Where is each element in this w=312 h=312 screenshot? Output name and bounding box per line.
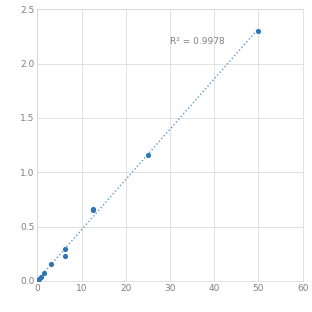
Point xyxy=(90,206,95,211)
Point xyxy=(63,254,68,259)
Point xyxy=(35,278,40,283)
Point xyxy=(63,247,68,252)
Point xyxy=(42,271,47,275)
Point xyxy=(145,152,150,157)
Text: R² = 0.9978: R² = 0.9978 xyxy=(170,37,225,46)
Point xyxy=(90,207,95,212)
Point xyxy=(256,29,261,34)
Point xyxy=(37,277,42,282)
Point xyxy=(49,262,54,267)
Point xyxy=(38,275,43,280)
